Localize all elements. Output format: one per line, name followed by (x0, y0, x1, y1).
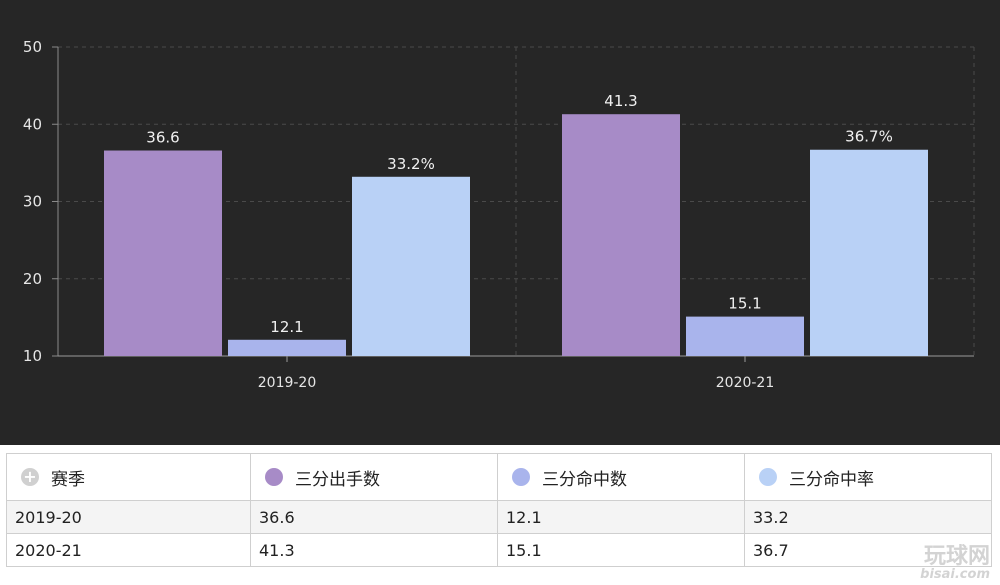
bar (352, 176, 470, 356)
header-label: 三分命中数 (542, 469, 627, 490)
data-label: 12.1 (270, 318, 303, 336)
header-label: 三分出手数 (295, 469, 380, 490)
header-label: 三分命中率 (789, 469, 874, 490)
data-table: + 赛季 三分出手数 三分命中数 三分命中率 2019-20 36.6 12.1 … (6, 453, 992, 567)
table-cell: 12.1 (497, 500, 745, 534)
table-cell: 2020-21 (6, 533, 251, 567)
table-header-row: + 赛季 三分出手数 三分命中数 三分命中率 (6, 453, 992, 501)
data-label: 15.1 (728, 295, 761, 313)
bar (562, 114, 680, 357)
table-cell: 15.1 (497, 533, 745, 567)
y-tick-label: 30 (23, 193, 42, 211)
table-header-makes[interactable]: 三分命中数 (497, 453, 745, 501)
y-tick-label: 40 (23, 115, 42, 133)
table-cell: 41.3 (250, 533, 498, 567)
table-cell: 33.2 (744, 500, 992, 534)
chart-area: 10 20 30 40 50 36.6 12.1 33.2% 2019-20 41.3 15.1 36… (0, 0, 1000, 445)
table-row: 2019-20 36.6 12.1 33.2 (6, 500, 992, 534)
data-label: 36.7% (845, 128, 893, 146)
header-label: 赛季 (51, 469, 85, 490)
data-label: 41.3 (604, 92, 637, 110)
data-label: 36.6 (146, 129, 179, 147)
legend-swatch-percentage-icon (759, 468, 777, 486)
y-tick-label: 20 (23, 270, 42, 288)
table-row: 2020-21 41.3 15.1 36.7 (6, 533, 992, 567)
bar-chart: 10 20 30 40 50 36.6 12.1 33.2% 2019-20 41.3 15.1 36… (23, 38, 975, 391)
bar (104, 150, 222, 356)
legend-swatch-attempts-icon (265, 468, 283, 486)
bar (810, 149, 928, 356)
expand-plus-icon[interactable]: + (21, 468, 39, 486)
table-header-season[interactable]: + 赛季 (6, 453, 251, 501)
watermark-text: 玩球网 (923, 544, 990, 569)
table-header-attempts[interactable]: 三分出手数 (250, 453, 498, 501)
watermark-site: bisai.com (920, 567, 990, 582)
table-cell: 2019-20 (6, 500, 251, 534)
x-tick-label: 2020-21 (716, 375, 775, 391)
bar (686, 316, 804, 356)
legend-swatch-makes-icon (512, 468, 530, 486)
table-cell: 36.6 (250, 500, 498, 534)
watermark-logo: 玩球网 bisai.com (920, 544, 990, 582)
data-label: 33.2% (387, 155, 435, 173)
table-cell: 36.7 (744, 533, 992, 567)
table-header-percentage[interactable]: 三分命中率 (744, 453, 992, 501)
x-tick-label: 2019-20 (258, 375, 317, 391)
bar (228, 339, 346, 356)
y-tick-label: 50 (23, 38, 42, 56)
y-tick-label: 10 (23, 347, 42, 365)
